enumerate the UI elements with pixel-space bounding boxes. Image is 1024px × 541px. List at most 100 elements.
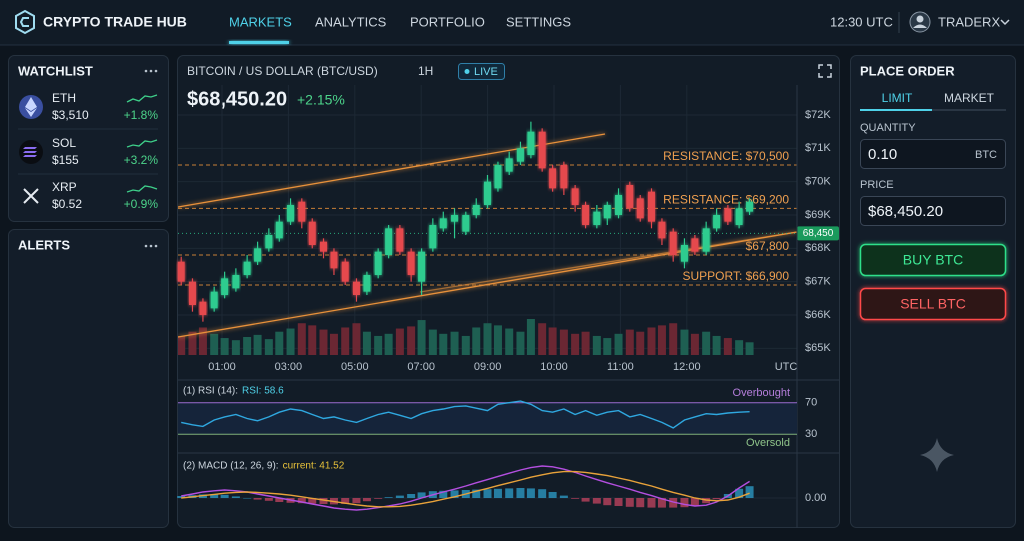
macd-histogram-bar	[407, 494, 416, 498]
macd-histogram-bar	[690, 498, 699, 506]
alerts-menu[interactable]	[144, 244, 158, 248]
candle-body	[221, 278, 229, 295]
volume-bar	[647, 327, 656, 355]
volume-bar	[417, 320, 426, 355]
rsi-line	[181, 400, 750, 429]
username[interactable]: TRADERX	[938, 14, 1000, 29]
quantity-input[interactable]	[860, 139, 1006, 169]
macd-histogram-bar	[275, 498, 284, 502]
candle-body	[702, 228, 710, 252]
alerts-panel	[8, 229, 169, 528]
header	[0, 0, 1024, 45]
volume-bar	[723, 338, 732, 355]
candle-body	[210, 291, 218, 309]
volume-bar	[702, 331, 711, 355]
brand: CRYPTO TRADE HUB	[43, 14, 187, 30]
interval[interactable]: 1H	[418, 64, 433, 78]
sell-button[interactable]	[859, 287, 1007, 321]
volume-bar	[198, 327, 207, 355]
fullscreen-button[interactable]	[818, 64, 832, 78]
macd-pane: 0.00 (2) MACD (12, 26, 9): current: 41.52	[177, 461, 826, 511]
user-menu-chevron[interactable]	[1000, 19, 1010, 26]
volume-bar	[178, 335, 186, 355]
volume-bar	[603, 338, 612, 355]
clock: 12:30 UTC	[830, 14, 893, 29]
candle-body	[647, 191, 655, 222]
price: $0.52	[52, 197, 82, 211]
candle-body	[724, 208, 732, 222]
candle-body	[298, 201, 306, 222]
x-tick-label: 03:00	[275, 361, 303, 373]
y-tick-label: $68K	[805, 242, 831, 254]
candle-body	[199, 301, 207, 315]
candle-body	[484, 181, 491, 205]
nav-item[interactable]: ANALYTICS	[315, 14, 387, 29]
tab[interactable]: LIMIT	[882, 91, 913, 105]
alerts-title: ALERTS	[18, 237, 70, 252]
order-title: PLACE ORDER	[860, 63, 955, 78]
watchlist-menu[interactable]	[144, 69, 158, 73]
volume-bar	[493, 325, 502, 355]
price-input[interactable]	[860, 196, 1006, 226]
rsi-tick-label: 30	[805, 428, 817, 440]
macd-histogram-bar	[483, 489, 492, 498]
nav-item[interactable]: MARKETS	[229, 14, 292, 29]
volume-bar	[690, 333, 699, 355]
candle-body	[603, 205, 611, 219]
candle-body	[232, 275, 240, 289]
nav-item[interactable]: SETTINGS	[506, 14, 571, 29]
sell-label: SELL BTC	[900, 296, 966, 312]
volume-bar	[188, 331, 197, 355]
x-tick-label: 11:00	[607, 361, 634, 373]
candle-body	[254, 248, 262, 262]
candle-body	[713, 215, 721, 229]
candle-body	[505, 158, 513, 172]
volume-bar	[625, 329, 634, 355]
logo	[15, 9, 35, 35]
macd-histogram-bar	[472, 489, 481, 498]
volume-bar	[571, 333, 580, 355]
x-tick-label: 10:00	[540, 361, 568, 373]
volume-bar	[264, 339, 273, 355]
volume-bar	[505, 328, 514, 355]
volume-bar	[526, 319, 535, 355]
y-tick-label: $66K	[805, 309, 831, 321]
buy-button[interactable]	[859, 243, 1007, 277]
y-tick-label: $65K	[805, 342, 831, 354]
quantity-value: 0.10	[868, 146, 897, 163]
macd-histogram-bar	[253, 498, 262, 500]
volume-bar	[220, 338, 229, 355]
volume-bar	[374, 335, 383, 355]
candle-body	[418, 251, 426, 282]
x-axis-unit: UTC	[775, 361, 798, 373]
macd-histogram-bar	[571, 498, 580, 499]
nav-item[interactable]: PORTFOLIO	[410, 14, 485, 29]
candle-body	[538, 131, 546, 169]
volume-bar	[657, 325, 666, 355]
rsi-band	[178, 402, 797, 435]
chart-panel	[177, 55, 840, 528]
price-change: +2.15%	[297, 92, 345, 108]
macd-histogram-bar	[735, 488, 744, 498]
tab[interactable]: MARKET	[944, 91, 995, 105]
candle-body	[746, 201, 754, 212]
candle-body	[549, 168, 557, 189]
candle-body	[593, 211, 601, 225]
volume-bar	[341, 327, 350, 355]
x-tick-label: 12:00	[673, 361, 701, 373]
rsi-current: RSI: 58.6	[242, 386, 284, 397]
volume-bar	[483, 323, 492, 355]
sol-logo	[23, 147, 37, 157]
candle-body	[429, 225, 437, 249]
candle-body	[385, 228, 393, 255]
live-dot	[464, 69, 470, 74]
macd-histogram-bar	[341, 498, 350, 504]
volume-bar	[745, 342, 754, 355]
x-tick-label: 07:00	[407, 361, 435, 373]
macd-histogram-bar	[538, 489, 547, 498]
macd-histogram-bar	[745, 486, 754, 498]
volume-bar	[712, 335, 721, 355]
macd-histogram-bar	[712, 498, 721, 500]
volume-bar	[581, 331, 590, 355]
